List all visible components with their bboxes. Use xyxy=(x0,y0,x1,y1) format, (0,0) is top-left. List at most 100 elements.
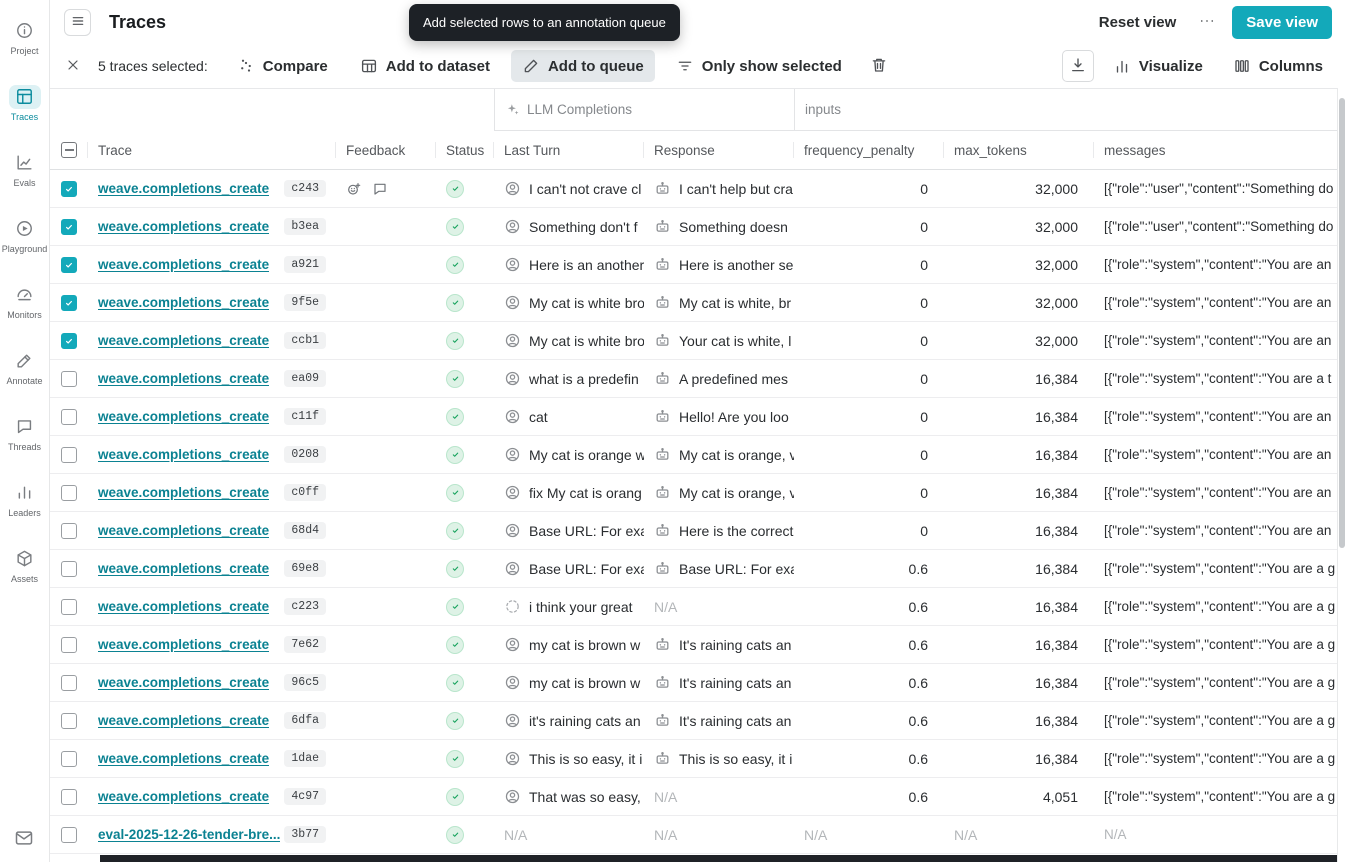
table-row[interactable]: weave.completions_create b3ea Something do… xyxy=(50,208,1346,246)
clear-selection-button[interactable] xyxy=(62,55,84,77)
trace-link[interactable]: weave.completions_create xyxy=(98,371,270,386)
table-row[interactable]: weave.completions_create ea09 what is a pr… xyxy=(50,360,1346,398)
table-row[interactable]: weave.completions_create ccb1 My cat is wh… xyxy=(50,322,1346,360)
trace-link[interactable]: weave.completions_create xyxy=(98,181,270,196)
column-header-max-tokens[interactable]: max_tokens xyxy=(944,131,1094,169)
status-cell xyxy=(436,170,494,207)
save-view-button[interactable]: Save view xyxy=(1232,5,1332,39)
reset-view-button[interactable]: Reset view xyxy=(1093,8,1183,37)
table-row[interactable]: weave.completions_create c11f cat Hello! Ar… xyxy=(50,398,1346,436)
row-checkbox[interactable] xyxy=(61,446,77,463)
emoji-feedback-icon[interactable] xyxy=(346,181,362,197)
trace-link[interactable]: weave.completions_create xyxy=(98,219,270,234)
sidebar-item-traces[interactable]: Traces xyxy=(0,70,50,136)
row-checkbox[interactable] xyxy=(61,712,77,729)
table-row[interactable]: weave.completions_create 0208 My cat is or… xyxy=(50,436,1346,474)
row-checkbox[interactable] xyxy=(61,750,77,767)
row-checkbox[interactable] xyxy=(61,560,77,577)
trace-link[interactable]: weave.completions_create xyxy=(98,257,270,272)
row-checkbox[interactable] xyxy=(61,598,77,615)
row-checkbox[interactable] xyxy=(61,256,77,273)
table-row[interactable]: weave.completions_create c0ff fix My cat i… xyxy=(50,474,1346,512)
table-row[interactable]: weave.completions_create 96c5 my cat is br… xyxy=(50,664,1346,702)
row-checkbox[interactable] xyxy=(61,294,77,311)
sidebar-item-threads[interactable]: Threads xyxy=(0,400,50,466)
column-header-trace[interactable]: Trace xyxy=(88,131,336,169)
delete-selected-button[interactable] xyxy=(863,50,895,82)
trace-link[interactable]: weave.completions_create xyxy=(98,295,270,310)
table-row[interactable]: eval-2025-12-26-tender-bre... 3b77 N/A N/A N… xyxy=(50,816,1346,854)
row-checkbox[interactable] xyxy=(61,484,77,501)
table-row[interactable]: weave.completions_create 68d4 Base URL: Fo… xyxy=(50,512,1346,550)
person-icon xyxy=(504,218,521,235)
download-button[interactable] xyxy=(1061,50,1094,82)
trace-link[interactable]: weave.completions_create xyxy=(98,599,270,614)
row-checkbox[interactable] xyxy=(61,674,77,691)
row-checkbox[interactable] xyxy=(61,826,77,843)
row-checkbox[interactable] xyxy=(61,332,77,349)
sidebar-item-assets[interactable]: Assets xyxy=(0,532,50,598)
menu-button[interactable] xyxy=(64,8,91,36)
table-row[interactable]: weave.completions_create 7e62 my cat is br… xyxy=(50,626,1346,664)
trace-link[interactable]: eval-2025-12-26-tender-bre... xyxy=(98,827,281,842)
only-show-selected-button[interactable]: Only show selected xyxy=(665,50,853,82)
column-header-last-turn[interactable]: Last Turn xyxy=(494,131,644,169)
column-header-feedback[interactable]: Feedback xyxy=(336,131,436,169)
table-row[interactable]: weave.completions_create 69e8 Base URL: Fo… xyxy=(50,550,1346,588)
columns-button[interactable]: Columns xyxy=(1222,50,1334,82)
row-checkbox[interactable] xyxy=(61,180,77,197)
trace-id-badge: 96c5 xyxy=(284,674,326,691)
column-header-frequency-penalty[interactable]: frequency_penalty xyxy=(794,131,944,169)
sidebar-item-leaders[interactable]: Leaders xyxy=(0,466,50,532)
sidebar-item-monitors[interactable]: Monitors xyxy=(0,268,50,334)
column-header-response[interactable]: Response xyxy=(644,131,794,169)
trace-link[interactable]: weave.completions_create xyxy=(98,637,270,652)
row-checkbox[interactable] xyxy=(61,788,77,805)
compare-button[interactable]: Compare xyxy=(226,50,339,82)
row-checkbox[interactable] xyxy=(61,408,77,425)
trace-link[interactable]: weave.completions_create xyxy=(98,713,270,728)
table-row[interactable]: weave.completions_create c223 i think your… xyxy=(50,588,1346,626)
more-options-button[interactable] xyxy=(1194,9,1220,35)
status-success-icon xyxy=(446,293,464,312)
table-row[interactable]: weave.completions_create 9f5e My cat is wh… xyxy=(50,284,1346,322)
trace-link[interactable]: weave.completions_create xyxy=(98,409,270,424)
table-row[interactable]: weave.completions_create c243 I can't not … xyxy=(50,170,1346,208)
trace-link[interactable]: weave.completions_create xyxy=(98,333,270,348)
last-turn-cell: my cat is brown w xyxy=(494,664,644,701)
sidebar-item-playground[interactable]: Playground xyxy=(0,202,50,268)
trace-link[interactable]: weave.completions_create xyxy=(98,523,270,538)
column-header-status[interactable]: Status xyxy=(436,131,494,169)
column-header-messages[interactable]: messages xyxy=(1104,142,1166,158)
sidebar-item-evals[interactable]: Evals xyxy=(0,136,50,202)
sidebar-item-annotate[interactable]: Annotate xyxy=(0,334,50,400)
trace-link[interactable]: weave.completions_create xyxy=(98,675,270,690)
trace-link[interactable]: weave.completions_create xyxy=(98,789,270,804)
person-icon xyxy=(504,788,521,805)
trace-link[interactable]: weave.completions_create xyxy=(98,561,270,576)
row-checkbox[interactable] xyxy=(61,636,77,653)
row-checkbox[interactable] xyxy=(61,522,77,539)
table-row[interactable]: weave.completions_create a921 Here is an a… xyxy=(50,246,1346,284)
sidebar-item-project[interactable]: Project xyxy=(0,4,50,70)
row-checkbox[interactable] xyxy=(61,218,77,235)
trace-link[interactable]: weave.completions_create xyxy=(98,485,270,500)
status-cell xyxy=(436,588,494,625)
robot-icon xyxy=(654,332,671,349)
annotate-icon xyxy=(9,349,41,373)
trace-link[interactable]: weave.completions_create xyxy=(98,447,270,462)
table-row[interactable]: weave.completions_create 4c97 That was so … xyxy=(50,778,1346,816)
trace-link[interactable]: weave.completions_create xyxy=(98,751,270,766)
table-row[interactable]: weave.completions_create 1dae This is so e… xyxy=(50,740,1346,778)
mail-icon[interactable] xyxy=(14,828,36,850)
add-to-queue-button[interactable]: Add to queue xyxy=(510,50,655,82)
select-all-checkbox[interactable] xyxy=(61,142,77,158)
add-to-dataset-button[interactable]: Add to dataset xyxy=(349,50,501,82)
robot-icon xyxy=(654,560,671,577)
table-row[interactable]: weave.completions_create 6dfa it's raining… xyxy=(50,702,1346,740)
visualize-button[interactable]: Visualize xyxy=(1102,50,1214,82)
row-checkbox[interactable] xyxy=(61,370,77,387)
comment-feedback-icon[interactable] xyxy=(372,181,388,197)
scrollbar-thumb[interactable] xyxy=(1339,98,1345,548)
last-turn-cell: it's raining cats an xyxy=(494,702,644,739)
